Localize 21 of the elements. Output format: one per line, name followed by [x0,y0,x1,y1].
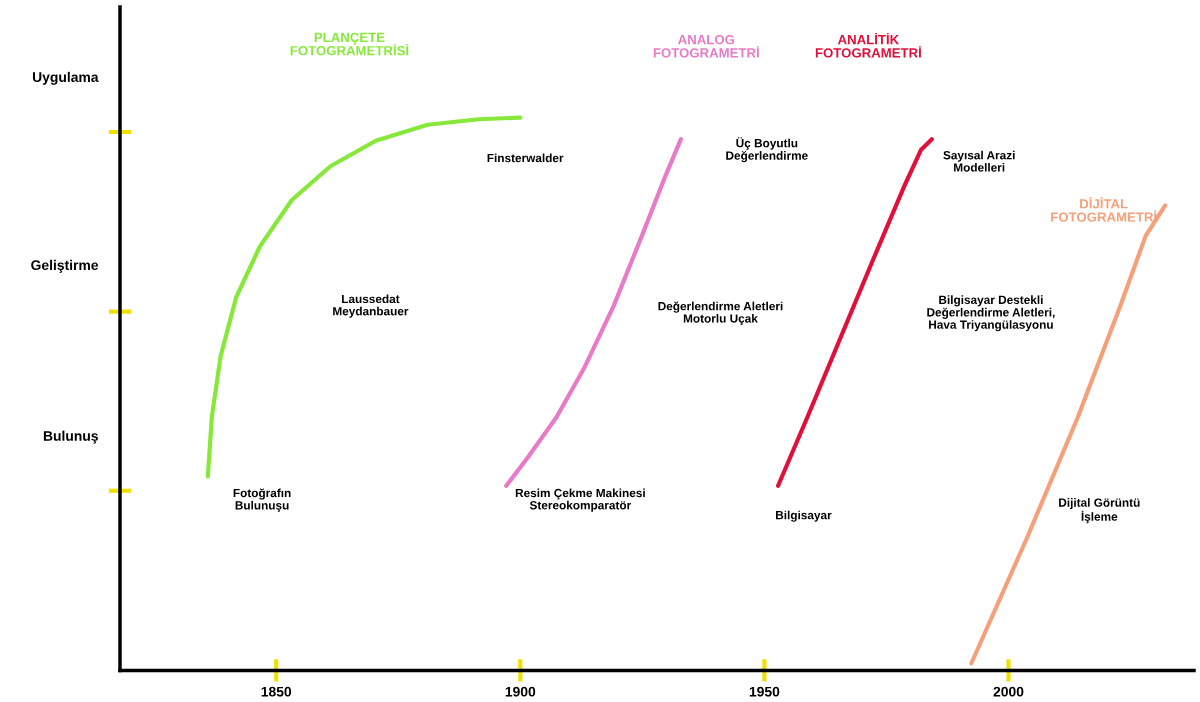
annotation: Bilgisayar Destekli Değerlendirme Aletleri, Hava Triyangülasyonu [927,295,1055,332]
annotation: Finsterwalder [487,153,564,163]
text: ANALİTİK FOTOGRAMETRİ [815,32,921,58]
annotation: Laussedat Meydanbauer [333,294,409,318]
annotation: Üç Boyutlu Değerlendirme [726,137,808,163]
x-tick-label: 1850 [261,686,292,697]
text: Bulunuş [43,430,98,444]
text: PLANÇETE FOTOGRAMETRİSİ [290,32,409,56]
x-tick-label: 1900 [505,686,536,697]
x-tick-label: 2000 [993,686,1024,697]
annotation: Değerlendirme Aletleri Motorlu Uçak [658,301,783,326]
series-label: DİJİTAL FOTOGRAMETRİ [1051,197,1157,222]
annotation: Fotoğrafın Bulunuşu [233,488,291,512]
annotation: Resim Çekme Makinesi Stereokomparatör [515,488,645,512]
annotation: Sayısal Arazi Modelleri [943,150,1015,172]
text: Uygulama [32,71,99,85]
x-tick-label: 1950 [749,686,780,697]
annotation: Dijital Görüntü İşleme [1059,498,1140,524]
annotation: Bilgisayar [776,510,832,522]
text: ANALOG FOTOGRAMETRİ [653,34,759,58]
text: Geliştirme [31,259,99,273]
